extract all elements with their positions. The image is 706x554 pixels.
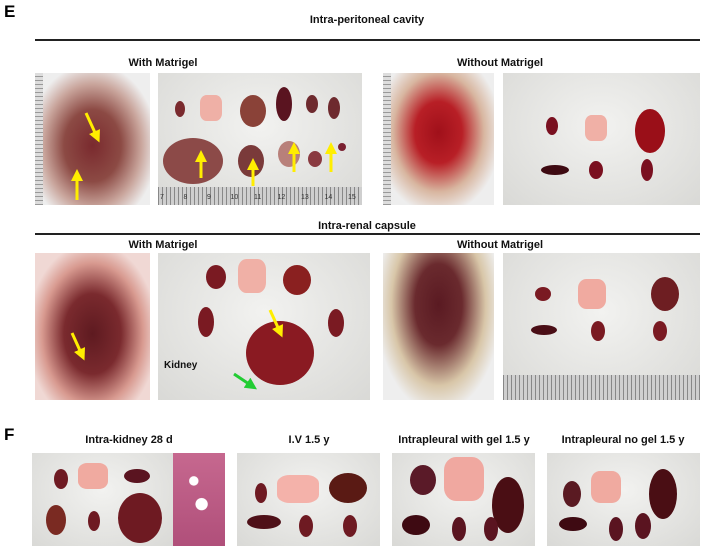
organ <box>649 469 677 519</box>
ruler-tick-label: 11 <box>254 194 262 201</box>
ruler-tick-label: 9 <box>207 194 211 201</box>
organ <box>641 159 653 181</box>
panel-f-letter: F <box>4 425 15 444</box>
ruler <box>35 73 43 205</box>
organ <box>651 277 679 311</box>
ruler <box>158 187 362 205</box>
organ <box>54 469 68 489</box>
organ <box>444 457 484 501</box>
label-intra-kidney: Intra-kidney 28 d <box>85 434 173 446</box>
ruler-tick-label: 15 <box>348 194 356 201</box>
photo-peritoneal-without-gel-cavity <box>383 73 494 205</box>
organ <box>343 515 357 537</box>
photo-peritoneal-with-gel-organs: 7 8 9 10 11 12 13 14 15 <box>158 73 362 205</box>
organ <box>238 259 266 293</box>
ruler-tick-label: 13 <box>301 194 309 201</box>
organ <box>277 475 319 503</box>
photo-renal-with-gel-organs <box>158 253 370 400</box>
ruler-tick-label: 12 <box>277 194 286 201</box>
organ <box>46 505 66 535</box>
organ <box>410 465 436 495</box>
label-intrapleural-with-gel: Intrapleural with gel 1.5 y <box>398 434 530 446</box>
organ <box>635 109 665 153</box>
organ <box>546 117 558 135</box>
histology-inset <box>173 453 225 546</box>
divider <box>35 39 700 41</box>
photo-intra-kidney <box>32 453 173 546</box>
photo-iv <box>237 453 380 546</box>
photo-peritoneal-with-gel-cavity <box>35 73 150 205</box>
photo-renal-without-gel-cavity <box>383 253 494 400</box>
label-without-matrigel: Without Matrigel <box>456 57 544 69</box>
ruler-tick-label: 10 <box>230 194 239 201</box>
organ <box>283 265 311 295</box>
organ <box>276 87 292 121</box>
organ <box>585 115 607 141</box>
label-intrapleural-no-gel: Intrapleural no gel 1.5 y <box>561 434 685 446</box>
organ <box>402 515 430 535</box>
tumor <box>118 493 162 543</box>
organ <box>299 515 313 537</box>
organ <box>88 511 100 531</box>
divider <box>35 233 700 235</box>
photo-peritoneal-without-gel-organs <box>503 73 700 205</box>
organ <box>541 165 569 175</box>
organ <box>329 473 367 503</box>
organ <box>609 517 623 541</box>
organ <box>452 517 466 541</box>
organ <box>589 161 603 179</box>
organ <box>247 515 281 529</box>
organ <box>535 287 551 301</box>
tumor <box>278 141 300 167</box>
organ <box>578 279 606 309</box>
ruler-tick-label: 8 <box>183 194 188 201</box>
organ <box>206 265 226 289</box>
organ <box>306 95 318 113</box>
kidney-annotation: Kidney <box>164 360 198 371</box>
label-with-matrigel: With Matrigel <box>128 239 198 251</box>
photo-renal-with-gel-cavity <box>35 253 150 400</box>
organ <box>531 325 557 335</box>
photo-intrapleural-no-gel <box>547 453 700 546</box>
organ <box>635 513 651 539</box>
organ <box>175 101 185 117</box>
organ <box>328 97 340 119</box>
organ <box>78 463 108 489</box>
organ <box>198 307 214 337</box>
organ <box>200 95 222 121</box>
organ <box>559 517 587 531</box>
organ <box>591 321 605 341</box>
ruler-tick-label: 7 <box>160 194 164 201</box>
ruler <box>383 73 391 205</box>
tumor <box>246 321 314 385</box>
organ <box>563 481 581 507</box>
organ <box>328 309 344 337</box>
section-title-peritoneal: Intra-peritoneal cavity <box>309 14 425 26</box>
ruler-tick-label: 14 <box>324 194 333 201</box>
tumor <box>308 151 322 167</box>
panel-e-letter: E <box>4 2 16 21</box>
photo-renal-without-gel-organs <box>503 253 700 400</box>
tumor <box>338 143 346 151</box>
tumor <box>163 138 223 184</box>
ruler <box>503 375 700 400</box>
organ <box>484 517 498 541</box>
organ <box>124 469 150 483</box>
organ <box>240 95 266 127</box>
label-iv: I.V 1.5 y <box>288 434 330 446</box>
section-title-renal: Intra-renal capsule <box>318 220 416 232</box>
label-with-matrigel: With Matrigel <box>128 57 198 69</box>
organ <box>255 483 267 503</box>
organ <box>591 471 621 503</box>
label-without-matrigel: Without Matrigel <box>456 239 544 251</box>
photo-intrapleural-with-gel <box>392 453 535 546</box>
tumor <box>238 145 264 177</box>
organ <box>653 321 667 341</box>
